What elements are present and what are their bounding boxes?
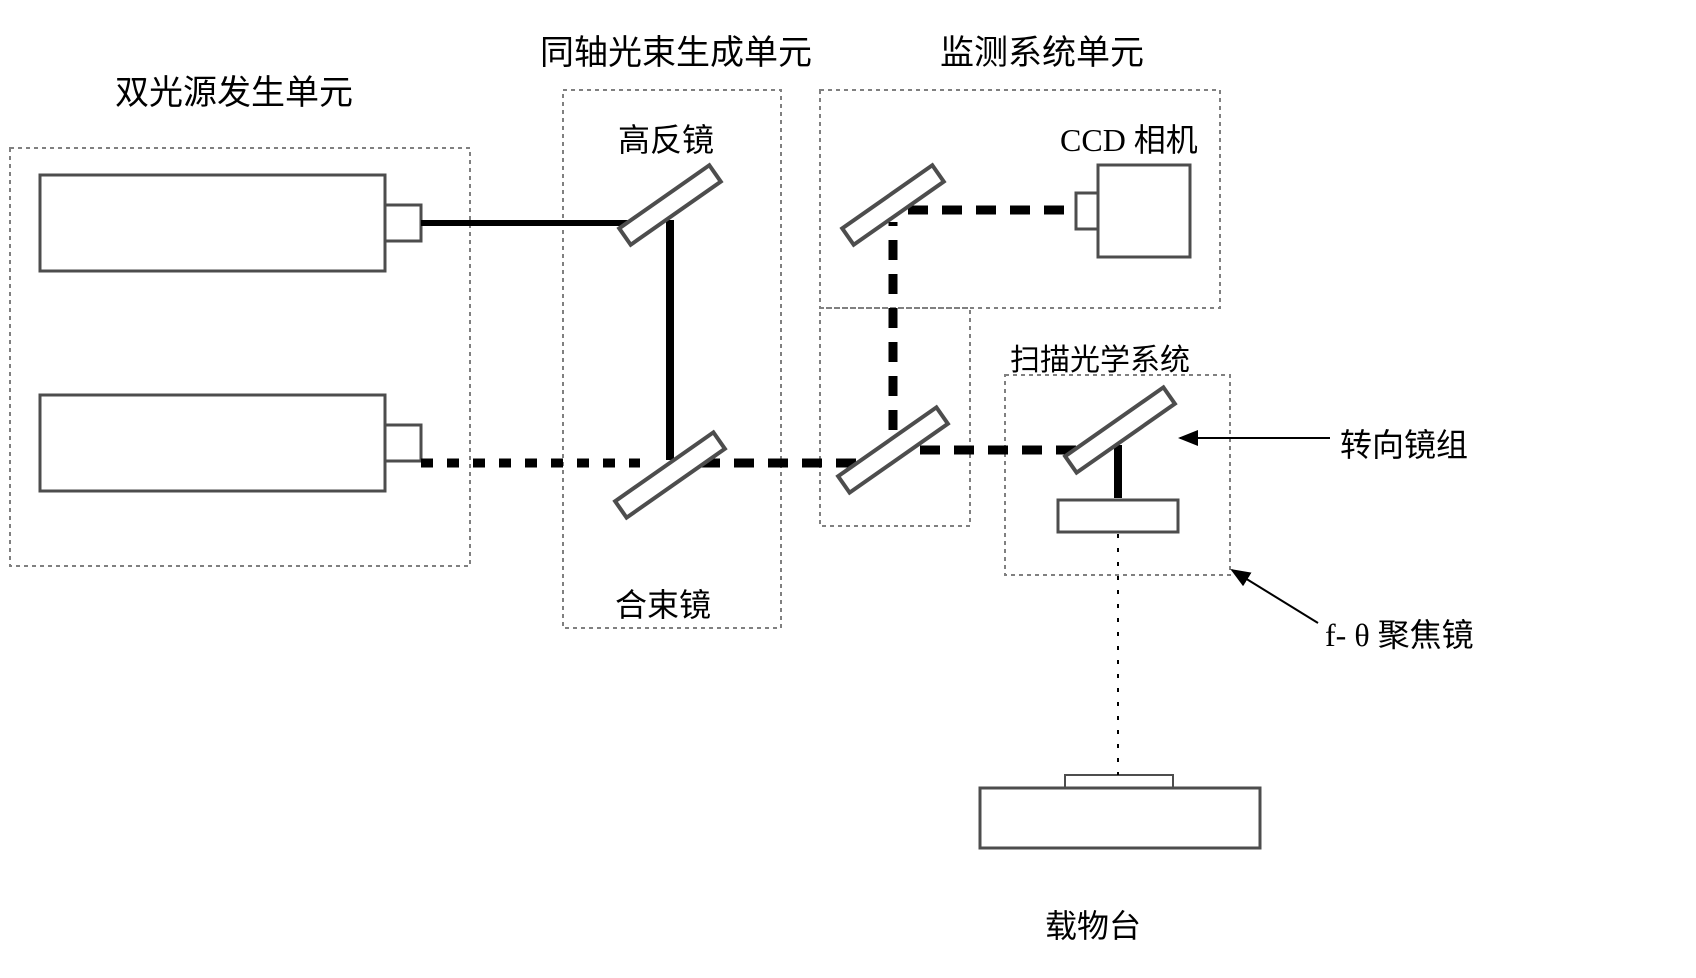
f_theta-box (1058, 500, 1178, 532)
source_bot-box (40, 395, 385, 491)
ccd_body-box (1098, 165, 1190, 257)
f_theta-arrow (1232, 570, 1318, 623)
source_bot_port-box (385, 425, 421, 461)
source_top_port-box (385, 205, 421, 241)
dual_light_outer-box (10, 148, 470, 566)
ccd_lens-box (1076, 193, 1098, 229)
stage_sample-box (1065, 775, 1173, 788)
optical-diagram (0, 0, 1696, 978)
source_top-box (40, 175, 385, 271)
monitor_outer-box (820, 90, 1220, 308)
monitor_top-mirror (842, 165, 944, 244)
stage_base-box (980, 788, 1260, 848)
